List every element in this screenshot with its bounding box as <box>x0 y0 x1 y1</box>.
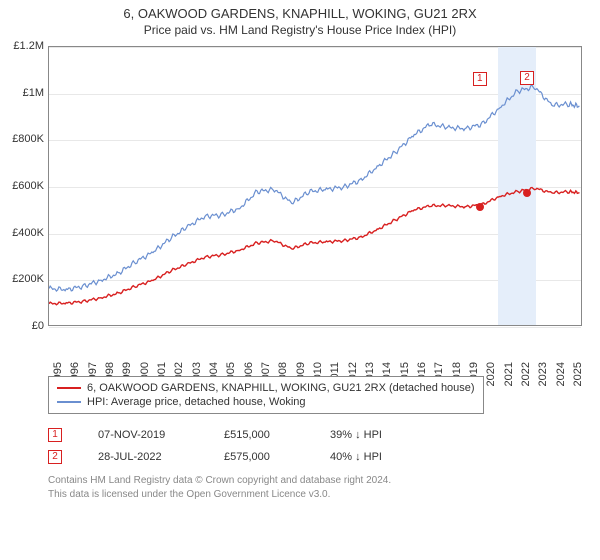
sale-point <box>523 189 531 197</box>
sale-row-marker: 2 <box>48 450 62 464</box>
x-tick-label: 2024 <box>555 362 567 386</box>
legend-label: HPI: Average price, detached house, Woki… <box>87 396 306 408</box>
y-tick-label: £200K <box>0 273 44 285</box>
sale-point <box>476 203 484 211</box>
footer-line1: Contains HM Land Registry data © Crown c… <box>48 474 391 488</box>
sale-delta: 40% ↓ HPI <box>330 451 382 463</box>
x-tick-label: 2021 <box>503 362 515 386</box>
y-tick-label: £600K <box>0 180 44 192</box>
sale-marker-box: 1 <box>473 72 487 86</box>
sale-row-marker: 1 <box>48 428 62 442</box>
lines-svg <box>49 47 583 327</box>
y-tick-label: £0 <box>0 320 44 332</box>
price-paid-line <box>49 188 580 305</box>
legend-swatch <box>57 401 81 403</box>
chart-container: £0£200K£400K£600K£800K£1M£1.2M 12 199519… <box>0 40 600 370</box>
y-tick-label: £800K <box>0 133 44 145</box>
sale-date: 07-NOV-2019 <box>98 429 188 441</box>
x-tick-label: 2022 <box>520 362 532 386</box>
y-tick-label: £1.2M <box>0 40 44 52</box>
sale-price: £575,000 <box>224 451 294 463</box>
page-title: 6, OAKWOOD GARDENS, KNAPHILL, WOKING, GU… <box>0 0 600 21</box>
sale-date: 28-JUL-2022 <box>98 451 188 463</box>
footer: Contains HM Land Registry data © Crown c… <box>48 474 391 501</box>
y-tick-label: £400K <box>0 227 44 239</box>
x-axis-labels: 1995199619971998199920002001200220032004… <box>48 328 582 368</box>
legend: 6, OAKWOOD GARDENS, KNAPHILL, WOKING, GU… <box>48 376 484 414</box>
footer-line2: This data is licensed under the Open Gov… <box>48 488 391 502</box>
x-tick-label: 2020 <box>485 362 497 386</box>
sale-row: 1 07-NOV-2019 £515,000 39% ↓ HPI <box>48 424 382 446</box>
page-subtitle: Price paid vs. HM Land Registry's House … <box>0 21 600 41</box>
sale-marker-box: 2 <box>520 71 534 85</box>
sale-row: 2 28-JUL-2022 £575,000 40% ↓ HPI <box>48 446 382 468</box>
y-tick-label: £1M <box>0 87 44 99</box>
legend-row: 6, OAKWOOD GARDENS, KNAPHILL, WOKING, GU… <box>57 381 475 395</box>
sales-table: 1 07-NOV-2019 £515,000 39% ↓ HPI 2 28-JUL-202… <box>48 424 382 468</box>
legend-label: 6, OAKWOOD GARDENS, KNAPHILL, WOKING, GU… <box>87 382 475 394</box>
plot-area: 12 <box>48 46 582 326</box>
x-tick-label: 2023 <box>537 362 549 386</box>
legend-row: HPI: Average price, detached house, Woki… <box>57 395 475 409</box>
hpi-line <box>49 85 580 291</box>
x-tick-label: 2025 <box>572 362 584 386</box>
sale-price: £515,000 <box>224 429 294 441</box>
sale-delta: 39% ↓ HPI <box>330 429 382 441</box>
legend-swatch <box>57 387 81 389</box>
